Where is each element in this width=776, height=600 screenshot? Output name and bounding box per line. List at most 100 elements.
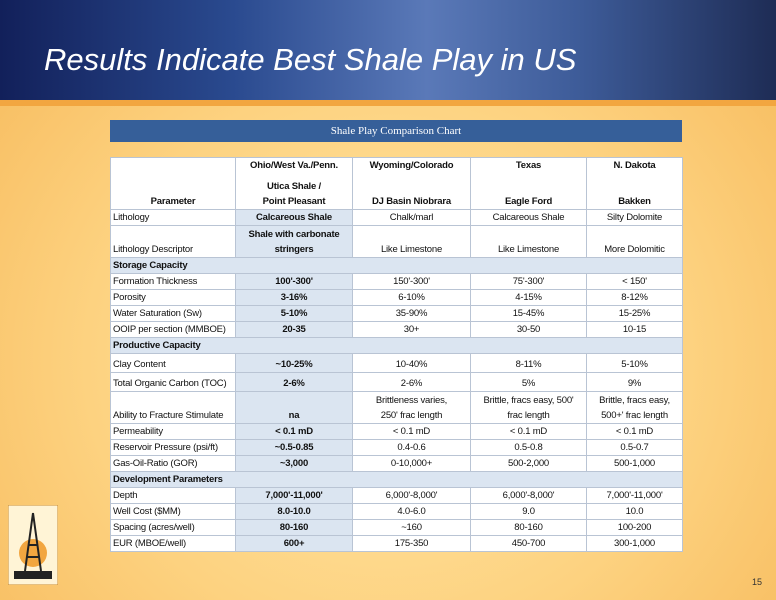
comparison-table: Parameter Ohio/West Va./Penn. Wyoming/Colo… [110,157,683,552]
table-cell: 2-6% [235,372,353,392]
parameter-label: OOIP per section (MMBOE) [110,321,236,338]
cell-line: Utica Shale / [267,181,321,192]
data-row: Ability to Fracture Stimulate na Brittlene… [110,391,683,424]
section-row: Storage Capacity [110,257,683,274]
table-cell: 15-25% [586,305,683,322]
parameter-label: Clay Content [110,353,236,373]
header-cell: Parameter [110,157,236,210]
table-cell: 9% [586,372,683,392]
table-cell: 450-700 [470,535,587,552]
table-cell: 6,000'-8,000' [352,487,471,504]
table-cell: 100'-300' [235,273,353,290]
data-row: Spacing (acres/well) 80-160 ~160 80-160 100-… [110,519,683,536]
data-row: Formation Thickness 100'-300' 150'-300' 75'… [110,273,683,290]
table-cell: 4-15% [470,289,587,306]
table-cell: 10-15 [586,321,683,338]
table-cell: 0.4-0.6 [352,439,471,456]
table-cell: 100-200 [586,519,683,536]
table-cell: Brittleness varies, 250' frac length [352,391,471,424]
table-cell: 35-90% [352,305,471,322]
parameter-label: Formation Thickness [110,273,236,290]
section-row: Development Parameters [110,471,683,488]
parameter-label: Lithology Descriptor [110,225,236,258]
parameter-label: Well Cost ($MM) [110,503,236,520]
table-cell: 5-10% [235,305,353,322]
table-cell: 80-160 [235,519,353,536]
table-cell: 5-10% [586,353,683,373]
data-row: Lithology Calcareous Shale Chalk/marl Calca… [110,209,683,226]
banner [0,0,776,106]
table-cell: 80-160 [470,519,587,536]
header-cell: Texas [470,157,587,174]
header-cell: Eagle Ford [470,173,587,210]
table-cell: ~160 [352,519,471,536]
parameter-label: Spacing (acres/well) [110,519,236,536]
cell-line: Brittleness varies, [375,395,448,406]
parameter-label: Porosity [110,289,236,306]
data-row: OOIP per section (MMBOE) 20-35 30+ 30-50 10-… [110,321,683,338]
table-cell: 3-16% [235,289,353,306]
parameter-label: Ability to Fracture Stimulate [110,391,236,424]
cell-line: frac length [507,410,550,421]
table-cell: Brittle, fracs easy, 500' frac length [470,391,587,424]
page-number: 15 [752,577,763,587]
parameter-label: Reservoir Pressure (psi/ft) [110,439,236,456]
parameter-label: Water Saturation (Sw) [110,305,236,322]
table-cell: 4.0-6.0 [352,503,471,520]
cell-line: Shale with carbonate [248,229,340,240]
table-cell: < 150' [586,273,683,290]
cell-line: 250' frac length [380,410,443,421]
table-cell: 15-45% [470,305,587,322]
data-row: Reservoir Pressure (psi/ft) ~0.5-0.85 0.4-… [110,439,683,456]
table-cell: Brittle, fracs easy, 500+' frac length [586,391,683,424]
table-cell: 300-1,000 [586,535,683,552]
cell-line: Brittle, fracs easy, [599,395,670,406]
table-cell: 10.0 [586,503,683,520]
table-cell: 8-11% [470,353,587,373]
table-cell: 7,000'-11,000' [235,487,353,504]
parameter-label: Lithology [110,209,236,226]
cell-line: Point Pleasant [262,196,326,207]
data-row: Depth 7,000'-11,000' 6,000'-8,000' 6,000'-8… [110,487,683,504]
header-cell: DJ Basin Niobrara [352,173,471,210]
table-cell: ~10-25% [235,353,353,373]
data-row: Gas-Oil-Ratio (GOR) ~3,000 0-10,000+ 500-2,… [110,455,683,472]
table-cell: na [235,391,353,424]
header-row: Utica Shale / Point Pleasant DJ Basin Niob… [111,173,683,210]
parameter-label: Gas-Oil-Ratio (GOR) [110,455,236,472]
table-title: Shale Play Comparison Chart [110,120,682,142]
table-cell: Like Limestone [352,225,471,258]
cell-line: stringers [274,244,314,255]
table-cell: 5% [470,372,587,392]
data-row: Well Cost ($MM) 8.0-10.0 4.0-6.0 9.0 10.0 [110,503,683,520]
table-cell: 150'-300' [352,273,471,290]
header-cell: Ohio/West Va./Penn. [235,157,353,174]
table-cell: Chalk/marl [352,209,471,226]
table-cell: 20-35 [235,321,353,338]
table-cell: 2-6% [352,372,471,392]
table-cell: 600+ [235,535,353,552]
parameter-label: Total Organic Carbon (TOC) [110,372,236,392]
header-row: Parameter Ohio/West Va./Penn. Wyoming/Colo… [110,157,683,210]
parameter-label: Permeability [110,423,236,440]
parameter-label: EUR (MBOE/well) [110,535,236,552]
table-cell: < 0.1 mD [352,423,471,440]
table-cell: 30-50 [470,321,587,338]
table-cell: 175-350 [352,535,471,552]
data-row: Total Organic Carbon (TOC) 2-6% 2-6% 5% 9% [110,372,683,392]
table-cell: 30+ [352,321,471,338]
table-cell: 10-40% [352,353,471,373]
section-label: Storage Capacity [110,257,683,274]
table-cell: Calcareous Shale [470,209,587,226]
table-cell: < 0.1 mD [470,423,587,440]
table-cell: Silty Dolomite [586,209,683,226]
table-cell: < 0.1 mD [586,423,683,440]
table-cell: 0-10,000+ [352,455,471,472]
data-row: Permeability < 0.1 mD < 0.1 mD < 0.1 mD < 0.… [110,423,683,440]
table-cell: ~3,000 [235,455,353,472]
section-label: Development Parameters [110,471,683,488]
section-label: Productive Capacity [110,337,683,354]
data-row: Water Saturation (Sw) 5-10% 35-90% 15-45% 15… [110,305,683,322]
section-row: Productive Capacity [110,337,683,354]
